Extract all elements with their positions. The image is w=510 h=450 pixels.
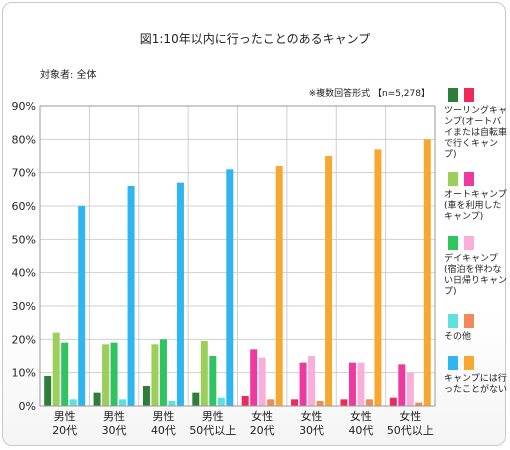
bar (78, 206, 86, 406)
legend-swatch-female (464, 314, 474, 328)
y-tick-label: 30% (12, 300, 36, 313)
x-tick-label: 20代 (250, 424, 275, 437)
x-tick-label: 男性 (54, 409, 76, 423)
legend-label: ツーリングキャンプ(オートバイまたは自転車で行くキャンプ) (444, 106, 508, 160)
bar (308, 356, 316, 406)
bar (415, 402, 423, 406)
bar (110, 342, 118, 406)
y-tick-label: 20% (12, 333, 36, 346)
legend-label: オートキャンプ(車を利用したキャンプ) (444, 190, 507, 222)
y-tick-label: 70% (12, 167, 36, 180)
x-tick-label: 30代 (102, 424, 127, 437)
bar (348, 362, 356, 406)
bar (93, 392, 101, 406)
x-tick-label: 30代 (299, 424, 324, 437)
legend-swatch-male (448, 356, 458, 370)
bar (168, 401, 176, 406)
bar (127, 186, 135, 406)
bar (61, 342, 69, 406)
bar (258, 357, 266, 406)
bar (325, 156, 333, 406)
chart-title: 図1:10年以内に行ったことのあるキャンプ (139, 32, 371, 46)
bar (69, 399, 77, 406)
x-tick-label: 男性 (202, 409, 224, 423)
legend-swatch-male (448, 172, 458, 186)
bar (398, 364, 406, 406)
y-tick-label: 10% (12, 367, 36, 380)
bar (44, 376, 52, 406)
x-tick-label: 男性 (103, 409, 125, 423)
legend-label: キャンプには行ったことがない (444, 374, 508, 395)
x-tick-label: 40代 (348, 424, 373, 437)
sample-note: ※複数回答形式 【n=5,278】 (308, 89, 430, 99)
x-tick-label: 女性 (251, 409, 273, 423)
bar (176, 182, 184, 406)
y-tick-label: 60% (12, 200, 36, 213)
y-tick-label: 0% (19, 400, 36, 413)
bar (389, 397, 397, 406)
bar (423, 139, 431, 407)
bar (374, 149, 382, 407)
x-tick-label: 50代以上 (189, 424, 236, 437)
plot-border (39, 105, 436, 407)
x-tick-label: 40代 (151, 424, 176, 437)
legend-swatch-female (464, 88, 474, 102)
bar (102, 344, 110, 406)
legend-swatch-female (464, 236, 474, 250)
y-tick-label: 90% (12, 100, 36, 113)
bar (250, 349, 258, 406)
bar (159, 339, 167, 406)
bar (406, 372, 414, 406)
bar (299, 362, 307, 406)
legend-swatch-female (464, 172, 474, 186)
bar (291, 399, 299, 406)
legend-swatch-male (448, 236, 458, 250)
y-tick-label: 50% (12, 233, 36, 246)
y-tick-label: 40% (12, 267, 36, 280)
legend-label: デイキャンプ(宿泊を伴わない日帰りキャンプ) (444, 254, 508, 297)
x-tick-label: 50代以上 (387, 424, 434, 437)
legend-swatch-male (448, 314, 458, 328)
bar (267, 399, 275, 406)
subject-label: 対象者: 全体 (40, 70, 97, 81)
x-tick-label: 女性 (350, 409, 372, 423)
x-tick-label: 男性 (152, 409, 174, 423)
bar (142, 386, 150, 406)
legend-swatch-female (464, 356, 474, 370)
bar (200, 341, 208, 406)
x-tick-label: 20代 (52, 424, 77, 437)
x-tick-label: 女性 (399, 409, 421, 423)
bar (241, 396, 249, 406)
bar (217, 397, 225, 406)
bar (316, 401, 324, 406)
bar (209, 356, 217, 406)
bar (52, 332, 60, 406)
bar (151, 344, 159, 406)
bar (119, 399, 127, 406)
bar (226, 169, 234, 406)
legend-swatch-male (448, 88, 458, 102)
bar (192, 392, 200, 406)
bar (357, 362, 365, 406)
bar (275, 166, 283, 406)
x-tick-label: 女性 (301, 409, 323, 423)
bar (340, 399, 348, 406)
legend-label: その他 (444, 332, 472, 342)
y-tick-label: 80% (12, 133, 36, 146)
bar (365, 399, 373, 406)
